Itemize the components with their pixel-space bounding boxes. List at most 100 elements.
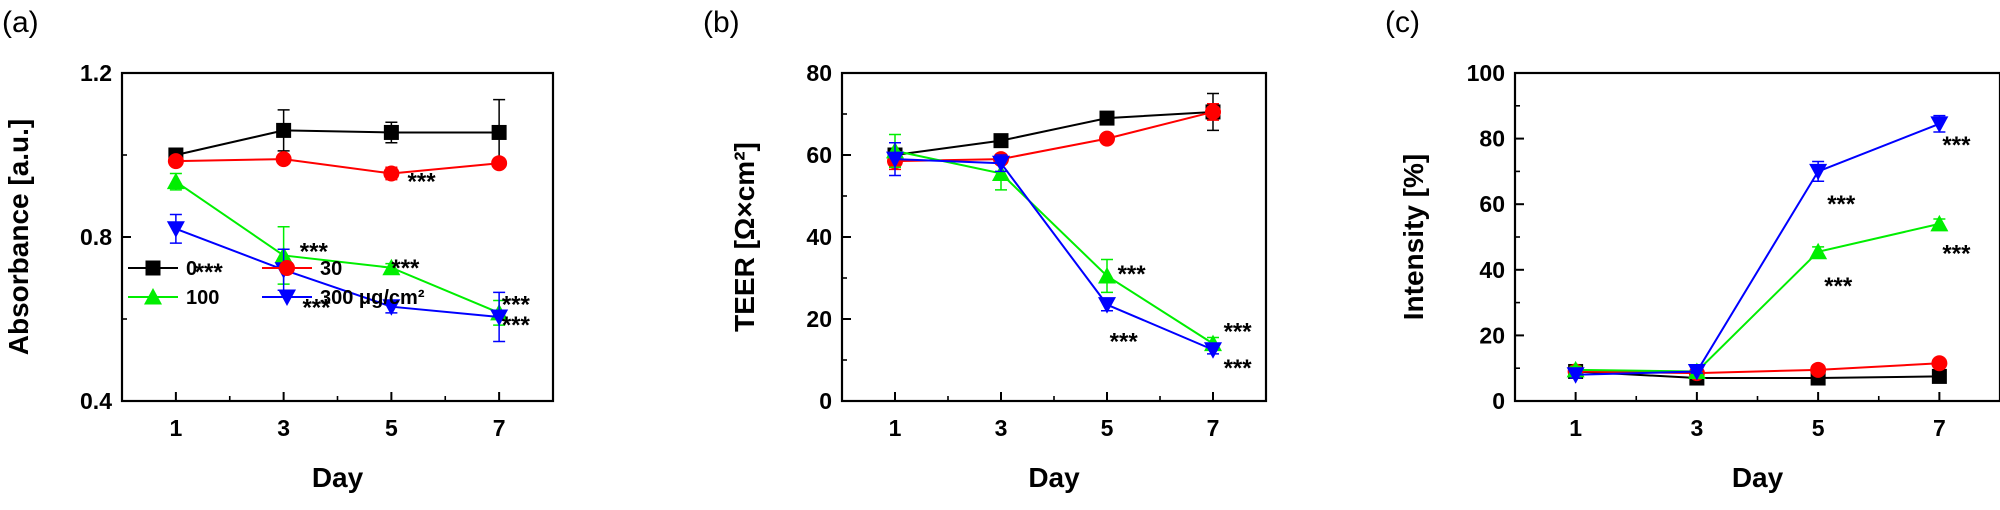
significance-label: *** xyxy=(408,169,437,196)
data-point xyxy=(167,153,184,170)
series-line xyxy=(1575,122,1940,376)
significance-label: *** xyxy=(1118,261,1147,288)
y-axis-title: TEER [Ω×cm²] xyxy=(729,142,760,332)
panel-label: (b) xyxy=(703,6,740,39)
x-tick-label: 3 xyxy=(995,415,1008,441)
data-point xyxy=(276,122,292,138)
data-point xyxy=(992,164,1010,181)
significance-label: *** xyxy=(1824,273,1853,300)
x-tick-label: 1 xyxy=(1569,415,1582,441)
y-tick-label: 20 xyxy=(1479,322,1505,348)
legend-marker xyxy=(144,288,162,305)
panel-label: (a) xyxy=(2,6,39,39)
data-point xyxy=(992,155,1010,173)
series-line xyxy=(175,180,500,314)
series-0 xyxy=(168,98,507,166)
x-tick-label: 5 xyxy=(385,415,398,441)
significance-label: *** xyxy=(391,255,420,282)
significance-label: *** xyxy=(1942,132,1971,159)
data-point xyxy=(490,309,509,326)
y-tick-label: 80 xyxy=(806,60,832,86)
legend-label: 100 xyxy=(186,287,219,309)
y-tick-label: 0 xyxy=(1492,388,1505,414)
data-point xyxy=(383,165,400,182)
x-tick-label: 3 xyxy=(277,415,290,441)
series-line xyxy=(894,110,1214,163)
data-point xyxy=(1205,103,1221,120)
data-point xyxy=(886,151,904,169)
plot-frame xyxy=(840,71,1268,403)
data-point xyxy=(1809,163,1828,181)
y-tick-label: 0.8 xyxy=(80,224,112,250)
data-point xyxy=(382,299,401,316)
x-tick-label: 5 xyxy=(1101,415,1114,441)
x-axis-title: Day xyxy=(1028,462,1080,493)
data-point xyxy=(1931,368,1947,384)
y-tick-label: 100 xyxy=(1467,60,1505,86)
series-0 xyxy=(1568,363,1947,386)
x-tick-label: 7 xyxy=(1207,415,1220,441)
significance-label: *** xyxy=(502,312,531,339)
significance-label: *** xyxy=(1827,191,1856,218)
y-tick-label: 20 xyxy=(806,306,832,332)
legend-label: 0 xyxy=(186,258,197,280)
series-1 xyxy=(167,151,508,182)
x-tick-label: 1 xyxy=(889,415,902,441)
x-axis-title: Day xyxy=(1732,462,1784,493)
data-point xyxy=(1204,342,1222,359)
data-point xyxy=(166,221,185,238)
x-tick-label: 1 xyxy=(169,415,182,441)
data-point xyxy=(166,172,185,190)
y-tick-label: 40 xyxy=(806,224,832,250)
legend-item: 300 μg/cm² xyxy=(262,287,425,309)
significance-label: *** xyxy=(1224,355,1253,382)
y-tick-label: 40 xyxy=(1479,257,1505,283)
series-line xyxy=(894,149,1214,345)
panel-b: (b) 0 20 40 60 80 1 3 5 7 Day TEER [Ω×cm²] *** *** ***… xyxy=(703,6,1268,493)
data-point xyxy=(1810,361,1827,378)
y-axis-title: Absorbance [a.u.] xyxy=(3,119,34,355)
series-0 xyxy=(887,92,1221,163)
legend: 0 30 100 300 μg/cm² xyxy=(128,258,425,309)
y-tick-label: 60 xyxy=(1479,191,1505,217)
panel-label: (c) xyxy=(1385,6,1420,39)
legend-label: 300 μg/cm² xyxy=(320,287,425,309)
series-3 xyxy=(886,141,1222,359)
y-tick-label: 60 xyxy=(806,142,832,168)
significance-label: *** xyxy=(502,292,531,319)
significance-label: *** xyxy=(300,238,329,265)
series-2 xyxy=(1566,214,1949,379)
data-point xyxy=(1098,297,1116,314)
x-tick-label: 7 xyxy=(1933,415,1946,441)
y-tick-label: 0.4 xyxy=(80,388,112,414)
y-tick-label: 80 xyxy=(1479,126,1505,152)
plot-frame xyxy=(120,71,555,403)
data-point xyxy=(1809,242,1828,260)
series-line xyxy=(894,110,1214,156)
y-tick-label: 1.2 xyxy=(80,60,112,86)
plot-frame xyxy=(1513,71,2000,403)
significance-label: *** xyxy=(302,295,331,322)
data-point xyxy=(1931,355,1948,372)
panel-c: (c) 0 20 40 60 80 100 1 3 5 7 Day Intensity [%] *** **… xyxy=(1385,6,2000,493)
series-line xyxy=(175,129,500,156)
x-axis-title: Day xyxy=(312,462,364,493)
significance-label: *** xyxy=(195,259,224,286)
significance-label: *** xyxy=(1110,329,1139,356)
x-tick-label: 3 xyxy=(1690,415,1703,441)
legend-item: 0 xyxy=(128,258,197,280)
data-point xyxy=(491,155,508,172)
y-tick-label: 0 xyxy=(819,388,832,414)
series-line xyxy=(1575,222,1940,373)
legend-marker xyxy=(145,260,161,276)
data-point xyxy=(491,124,507,140)
series-3 xyxy=(1566,114,1949,384)
legend-label: 30 xyxy=(320,258,342,280)
data-point xyxy=(1566,367,1585,384)
data-point xyxy=(275,151,292,168)
series-line xyxy=(175,227,500,318)
data-point xyxy=(1930,116,1949,133)
series-line xyxy=(1575,370,1940,380)
